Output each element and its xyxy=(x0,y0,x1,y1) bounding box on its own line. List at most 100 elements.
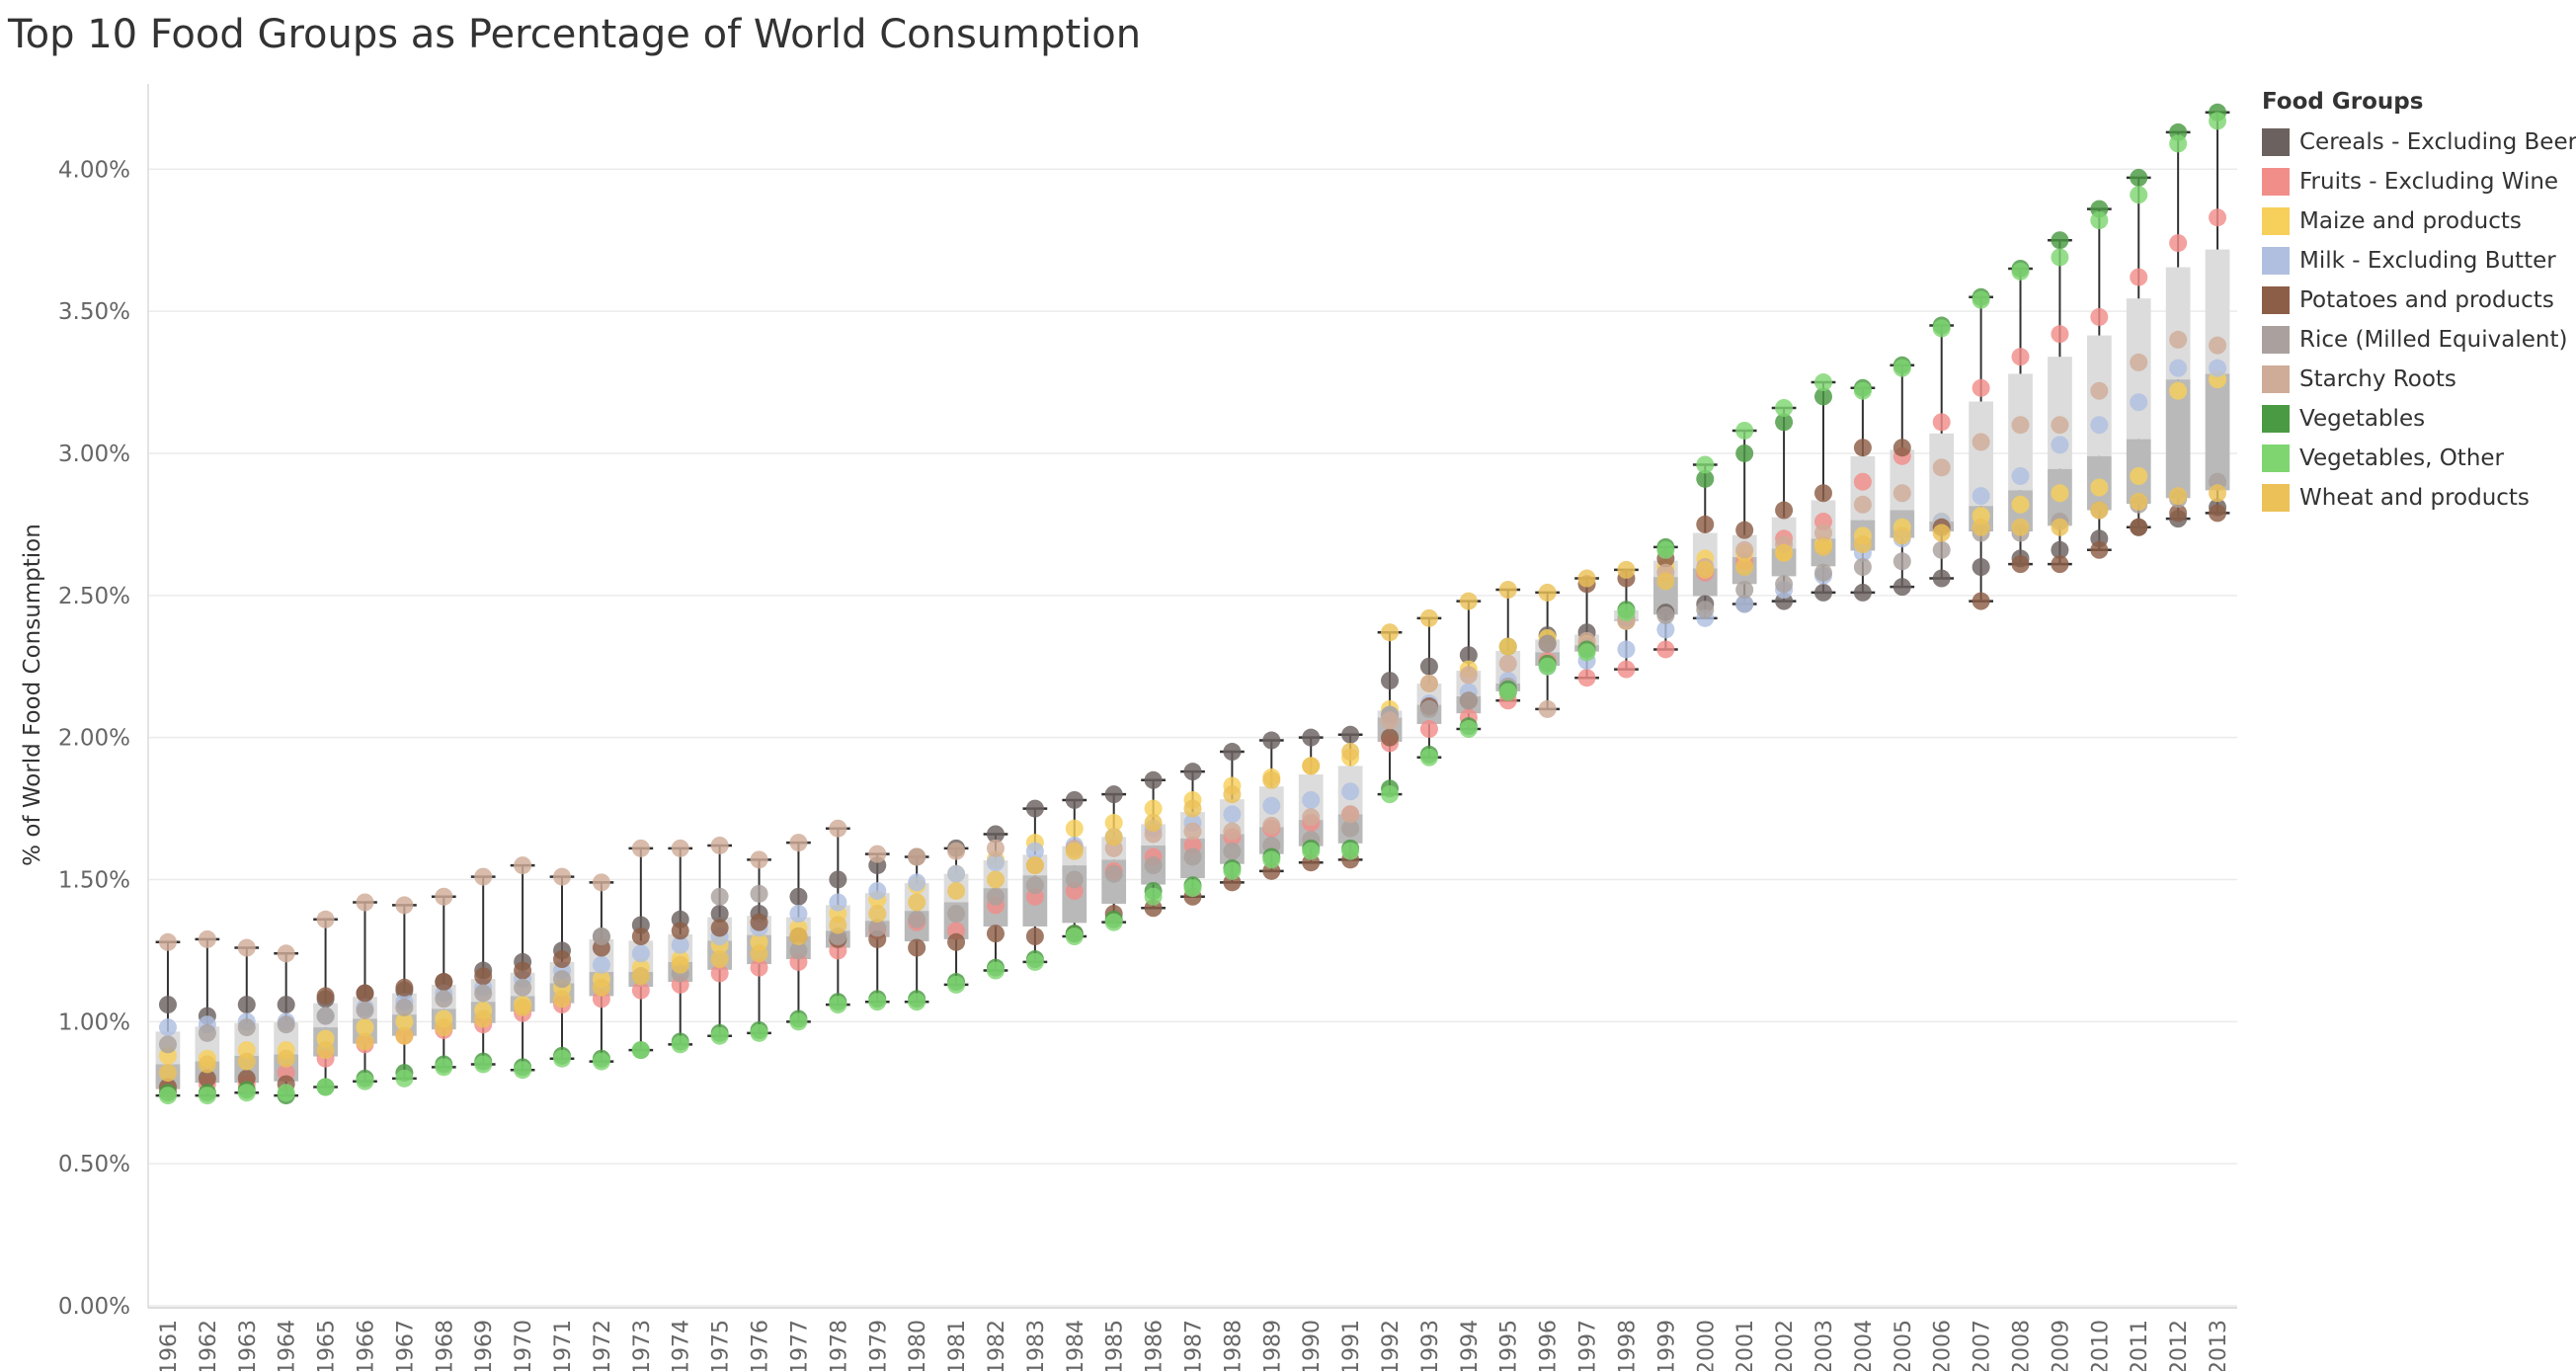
data-point xyxy=(986,839,1005,857)
data-point xyxy=(2130,168,2148,187)
legend-item[interactable]: Maize and products xyxy=(2262,202,2574,241)
x-tick-label: 1999 xyxy=(1654,1320,1679,1371)
data-point xyxy=(2011,518,2030,536)
y-tick-label: 4.00% xyxy=(58,157,130,183)
data-point xyxy=(986,825,1005,844)
x-tick-label: 2008 xyxy=(2010,1320,2035,1371)
data-point xyxy=(908,938,926,957)
data-point xyxy=(198,1069,216,1088)
x-tick-label: 1988 xyxy=(1221,1320,1246,1371)
data-point xyxy=(631,927,650,946)
legend-item[interactable]: Potatoes and products xyxy=(2262,281,2574,320)
data-point xyxy=(435,990,453,1008)
y-tick-label: 3.00% xyxy=(58,442,130,467)
data-point xyxy=(710,836,729,854)
x-tick-label: 1973 xyxy=(630,1320,655,1371)
data-point xyxy=(710,1026,729,1045)
data-point xyxy=(750,913,768,931)
legend-swatch xyxy=(2262,484,2290,512)
data-point xyxy=(514,978,532,997)
data-point xyxy=(553,867,572,886)
data-point xyxy=(1341,743,1360,762)
data-point xyxy=(1262,731,1281,750)
data-point xyxy=(947,975,966,994)
data-point xyxy=(1183,763,1202,781)
x-tick-label: 2006 xyxy=(1931,1320,1956,1371)
x-tick-label: 1987 xyxy=(1182,1320,1207,1371)
data-point xyxy=(198,1023,216,1042)
data-point xyxy=(1144,856,1163,875)
data-point xyxy=(237,996,256,1014)
legend-label: Milk - Excluding Butter xyxy=(2299,248,2556,274)
legend-item[interactable]: Vegetables xyxy=(2262,399,2574,439)
data-point xyxy=(356,1001,374,1019)
x-tick-label: 2005 xyxy=(1892,1320,1916,1371)
data-point xyxy=(435,1018,453,1037)
legend-item[interactable]: Rice (Milled Equivalent) xyxy=(2262,320,2574,360)
legend-item[interactable]: Cereals - Excluding Beer xyxy=(2262,122,2576,162)
legend: Food Groups Cereals - Excluding Beer Frui… xyxy=(2262,89,2576,518)
x-tick-label: 1994 xyxy=(1458,1320,1483,1371)
data-point xyxy=(1459,666,1478,685)
data-point xyxy=(395,1069,414,1088)
data-point xyxy=(1892,484,1911,503)
data-point xyxy=(1656,640,1675,659)
data-point xyxy=(1538,699,1557,718)
data-point xyxy=(868,905,887,924)
data-point xyxy=(1775,398,1794,417)
x-tick-label: 1963 xyxy=(236,1320,261,1371)
data-point xyxy=(1302,757,1321,775)
x-tick-label: 1961 xyxy=(157,1320,182,1371)
data-point xyxy=(1144,799,1163,818)
data-point xyxy=(158,1018,177,1037)
x-tick-label: 1975 xyxy=(709,1320,734,1371)
x-tick-label: 2010 xyxy=(2088,1320,2113,1371)
data-point xyxy=(2130,186,2148,204)
data-point xyxy=(1813,373,1832,392)
data-point xyxy=(1775,543,1794,562)
data-point xyxy=(592,978,610,997)
data-point xyxy=(1932,524,1951,542)
data-point xyxy=(1381,672,1400,690)
data-point xyxy=(671,955,689,974)
data-point xyxy=(2051,416,2069,435)
data-point xyxy=(710,964,729,983)
data-point xyxy=(1381,623,1400,642)
data-point xyxy=(829,870,847,889)
data-point xyxy=(316,1078,335,1096)
x-tick-label: 2001 xyxy=(1733,1320,1758,1371)
data-point xyxy=(789,887,808,906)
data-point xyxy=(947,881,966,900)
data-point xyxy=(1696,455,1715,474)
data-point xyxy=(395,1012,414,1031)
data-point xyxy=(1972,290,1990,309)
data-point xyxy=(986,870,1005,889)
data-point xyxy=(2090,381,2109,400)
data-point xyxy=(1341,842,1360,860)
data-point xyxy=(2090,211,2109,230)
data-point xyxy=(710,950,729,969)
data-point xyxy=(1065,819,1084,838)
legend-item[interactable]: Fruits - Excluding Wine xyxy=(2262,162,2574,202)
data-point xyxy=(1025,856,1044,875)
legend-item[interactable]: Milk - Excluding Butter xyxy=(2262,241,2574,281)
data-point xyxy=(789,941,808,960)
x-tick-label: 1979 xyxy=(866,1320,891,1371)
data-point xyxy=(277,1015,295,1034)
legend-item[interactable]: Starchy Roots xyxy=(2262,360,2574,399)
data-point xyxy=(395,1026,414,1045)
data-point xyxy=(2169,234,2188,253)
data-point xyxy=(1617,660,1636,679)
legend-item[interactable]: Wheat and products xyxy=(2262,478,2574,518)
data-point xyxy=(1853,558,1872,577)
data-point xyxy=(631,839,650,857)
data-point xyxy=(1735,581,1754,600)
data-point xyxy=(1853,583,1872,602)
data-point xyxy=(1813,484,1832,503)
data-point xyxy=(1144,887,1163,906)
data-point xyxy=(2209,112,2227,130)
legend-item[interactable]: Vegetables, Other xyxy=(2262,439,2574,478)
data-point xyxy=(158,1064,177,1083)
y-tick-label: 1.50% xyxy=(58,867,130,893)
